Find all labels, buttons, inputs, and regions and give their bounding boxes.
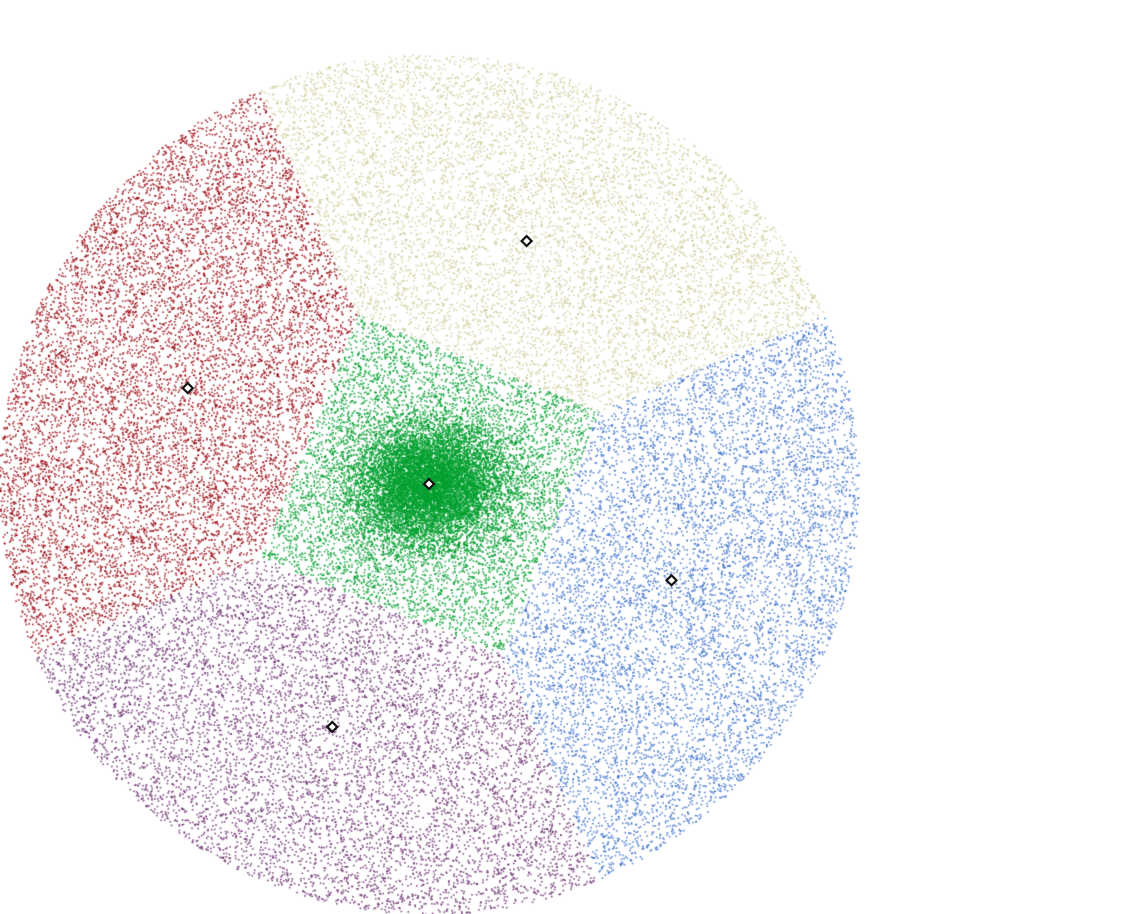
centroid-marker-2	[520, 234, 534, 248]
centroid-marker-1	[181, 381, 195, 395]
centroid-marker-5	[422, 477, 436, 491]
centroid-marker-4	[325, 720, 339, 734]
centroid-marker-3	[664, 573, 679, 587]
